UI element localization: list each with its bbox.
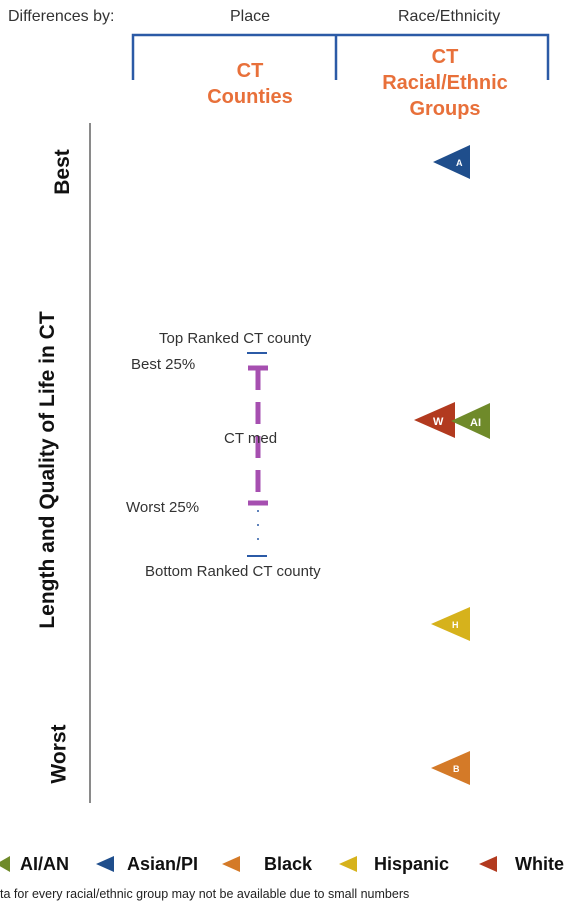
worst-25-label: Worst 25% xyxy=(126,499,200,516)
marker-aian: AI xyxy=(451,403,490,439)
header-bracket xyxy=(131,33,550,80)
legend-hispanic: Hispanic xyxy=(374,854,450,874)
marker-white: W xyxy=(414,402,455,438)
axis-title: Length and Quality of Life in CT xyxy=(36,311,59,629)
axis-best-label: Best xyxy=(50,149,74,195)
marker-hispanic: H xyxy=(431,607,470,641)
svg-text:A: A xyxy=(456,158,463,168)
marker-black: B xyxy=(431,751,470,785)
differences-by-label: Differences by: xyxy=(8,8,115,25)
legend-asian: Asian/PI xyxy=(127,854,199,874)
axis-worst-label: Worst xyxy=(47,724,71,784)
column-title-race: Race/Ethnicity xyxy=(398,8,501,25)
svg-text:H: H xyxy=(452,620,459,630)
best-25-label: Best 25% xyxy=(131,356,196,373)
legend-icons xyxy=(0,856,497,872)
svg-text:B: B xyxy=(453,764,460,774)
legend-white: White xyxy=(515,854,564,874)
top-ranked-county-label: Top Ranked CT county xyxy=(159,330,312,347)
svg-text:AI: AI xyxy=(470,417,481,429)
footnote: ta for every racial/ethnic group may not… xyxy=(0,887,410,901)
legend-black: Black xyxy=(264,854,313,874)
column-title-place: Place xyxy=(230,8,271,25)
racial-groups-label: CT Racial/Ethnic Groups xyxy=(382,46,508,120)
ct-median-label: CT med xyxy=(224,430,278,447)
legend-aian: AI/AN xyxy=(20,854,69,874)
bottom-ranked-county-label: Bottom Ranked CT county xyxy=(145,563,321,580)
county-range-whisker xyxy=(247,352,268,557)
svg-text:W: W xyxy=(433,416,444,428)
marker-asian: A xyxy=(433,145,470,179)
counties-label: CT Counties xyxy=(207,60,293,108)
